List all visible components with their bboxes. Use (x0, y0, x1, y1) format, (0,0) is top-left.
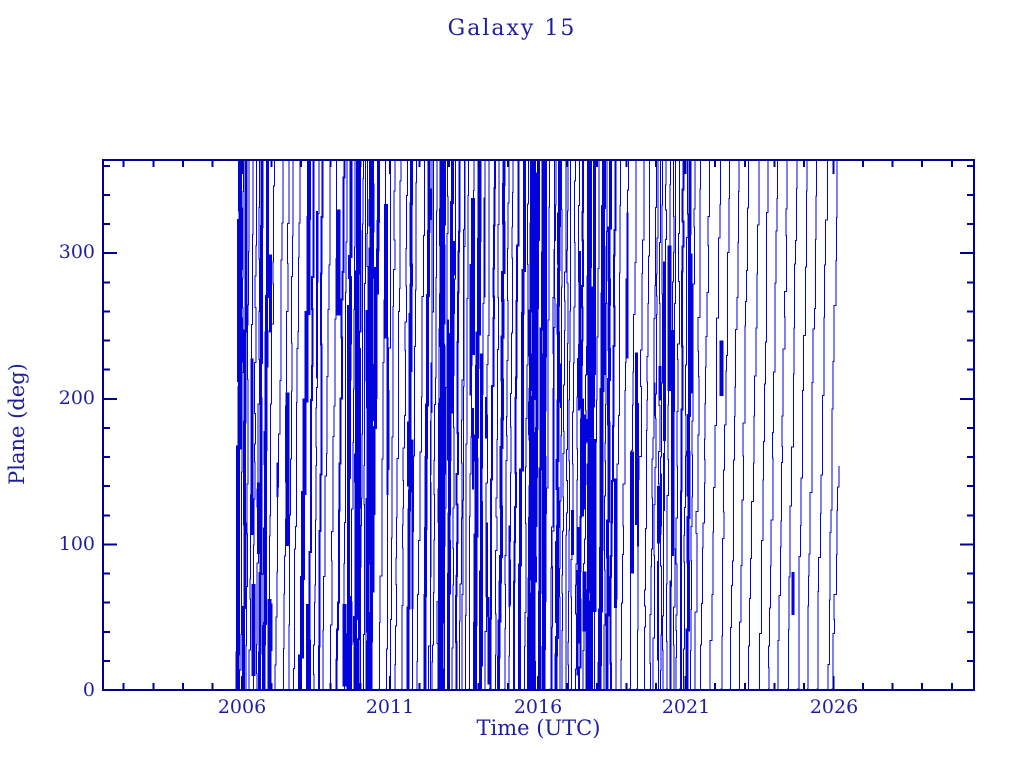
y-axis-title: Plane (deg) (5, 363, 29, 485)
x-axis-title: Time (UTC) (476, 716, 601, 740)
y-tick-label-100: 100 (58, 533, 95, 555)
chart-title: Galaxy 15 (447, 16, 577, 41)
data-series-wrapping-traces (235, 161, 840, 691)
y-tick-label-300: 300 (58, 241, 95, 263)
y-tick-label-0: 0 (82, 679, 95, 701)
x-tick-label-2011: 2011 (365, 696, 415, 718)
x-tick-label-2021: 2021 (661, 696, 711, 718)
x-tick-label-2006: 2006 (217, 696, 267, 718)
x-tick-label-2026: 2026 (809, 696, 859, 718)
x-tick-label-2016: 2016 (513, 696, 563, 718)
axis-ticks (103, 160, 974, 691)
y-tick-label-200: 200 (58, 387, 95, 409)
